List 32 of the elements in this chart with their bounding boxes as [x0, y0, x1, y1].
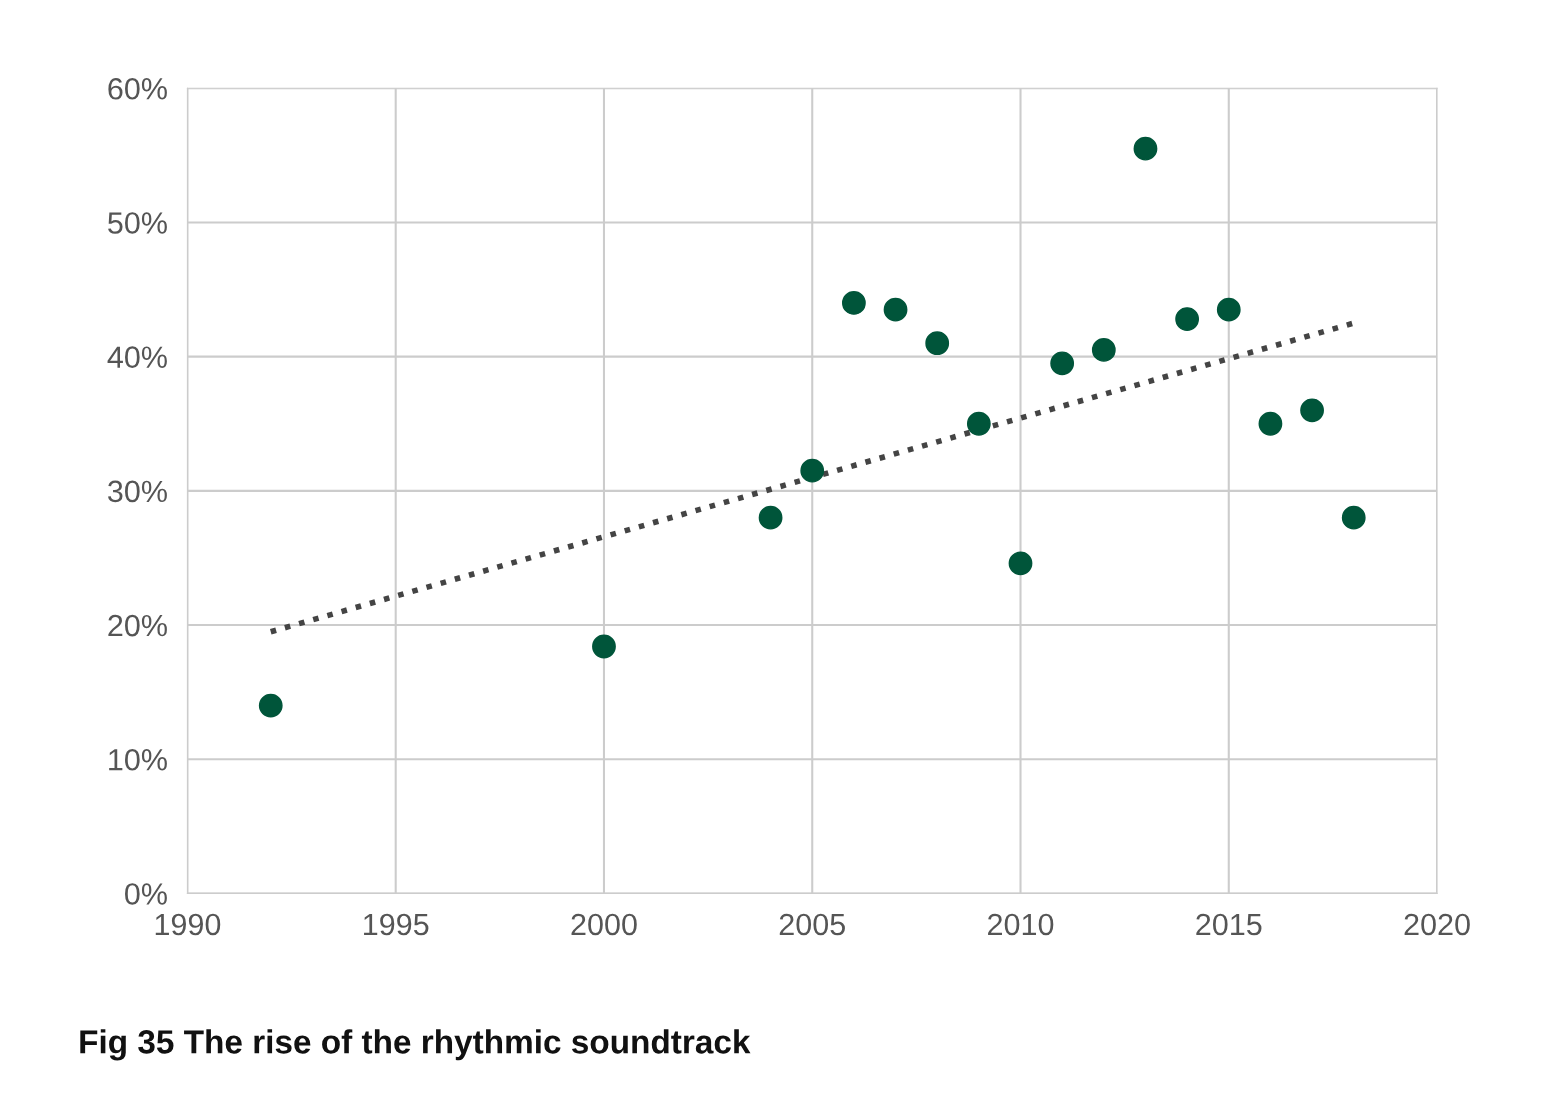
point	[1258, 411, 1283, 436]
y-tick-label: 0%	[125, 883, 167, 905]
y-tick-label: 40%	[107, 346, 167, 369]
y-tick-label: 10%	[109, 748, 167, 771]
point	[1008, 551, 1033, 576]
point	[800, 458, 825, 483]
x-tick-label: 2020	[1404, 913, 1470, 936]
point	[1133, 136, 1158, 161]
x-tick-label: 2015	[1196, 913, 1262, 936]
y-tick-label: 20%	[108, 614, 167, 637]
point	[1300, 398, 1324, 423]
y-tick-label: 50%	[108, 212, 167, 234]
x-tick-label: 2010	[988, 913, 1054, 936]
point	[758, 505, 783, 530]
point	[1175, 307, 1200, 331]
point	[592, 634, 616, 659]
point	[1216, 297, 1241, 322]
text: Fig 35 The rise of the rhythmic soundtrack	[80, 1029, 751, 1061]
point	[925, 331, 950, 356]
y-tick-label: 60%	[108, 77, 167, 100]
point	[1341, 505, 1366, 530]
y-tick-label: 30%	[108, 480, 167, 503]
x-tick-label: 1995	[364, 913, 429, 936]
point	[842, 291, 866, 315]
x-tick-label: 2005	[779, 913, 845, 936]
x-tick-label: 2000	[571, 913, 637, 936]
point	[258, 693, 283, 718]
point	[1091, 338, 1116, 362]
x-tick-label: 1990	[155, 913, 221, 936]
point	[1050, 351, 1075, 376]
point	[883, 297, 908, 322]
point	[966, 411, 991, 436]
